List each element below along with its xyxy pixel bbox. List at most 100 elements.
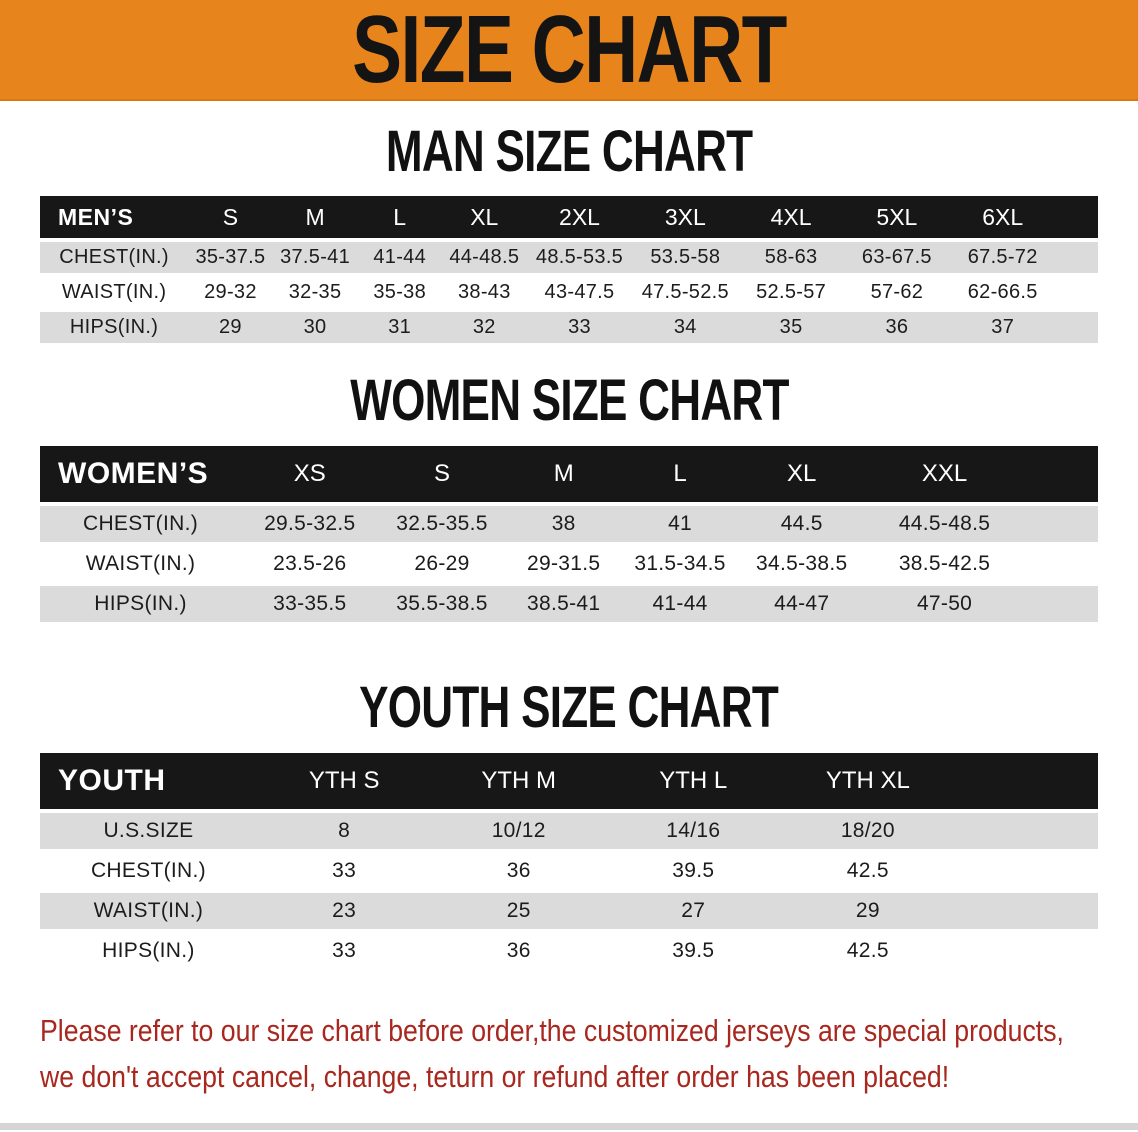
value-cell: 41-44 [357, 242, 442, 273]
value-cell: 35 [738, 312, 844, 343]
value-cell: 29-32 [188, 277, 273, 308]
value-cell: 32-35 [272, 277, 358, 308]
row-label-cell: HIPS(IN.) [40, 312, 189, 343]
row-filler-cell [1055, 242, 1098, 273]
value-cell: 30 [272, 312, 358, 343]
value-cell: 52.5-57 [738, 277, 844, 308]
table-row: WAIST(IN.) 23 25 27 29 [40, 893, 1098, 929]
size-column-header: XL [738, 446, 866, 502]
value-cell: 38-43 [441, 277, 527, 308]
disclaimer-line-2: we don't accept cancel, change, teturn o… [40, 1059, 950, 1094]
table-row: HIPS(IN.) 33-35.5 35.5-38.5 38.5-41 41-44 44-… [40, 586, 1098, 622]
row-filler-cell [1023, 546, 1098, 582]
value-cell: 10/12 [431, 813, 606, 849]
row-filler-cell [1055, 277, 1098, 308]
size-column-header: S [188, 196, 273, 238]
value-cell: 33 [256, 853, 432, 889]
banner-title: SIZE CHART [352, 0, 787, 103]
row-filler-cell [955, 813, 1098, 849]
value-cell: 18/20 [780, 813, 956, 849]
value-cell: 32 [441, 312, 527, 343]
value-cell: 25 [431, 893, 606, 929]
value-cell: 37.5-41 [272, 242, 358, 273]
value-cell: 32.5-35.5 [378, 506, 506, 542]
size-table-header-row: YOUTH YTH S YTH M YTH L YTH XL [40, 753, 1098, 809]
value-cell: 34 [632, 312, 739, 343]
row-filler-cell [1055, 312, 1098, 343]
women-size-table: WOMEN’S XS S M L XL XXL CHEST(IN.) 29.5-32.5 32.5… [40, 442, 1098, 626]
size-column-header: L [357, 196, 442, 238]
value-cell: 29 [188, 312, 273, 343]
size-column-header: 4XL [738, 196, 844, 238]
size-column-header: XXL [865, 446, 1024, 502]
row-label-cell: HIPS(IN.) [40, 933, 257, 969]
size-column-header: 2XL [526, 196, 633, 238]
header-filler-cell [955, 753, 1098, 809]
value-cell: 44-48.5 [441, 242, 527, 273]
row-filler-cell [955, 853, 1098, 889]
men-size-table: MEN’S S M L XL 2XL 3XL 4XL 5XL 6XL CHEST(IN.) 35-37… [40, 192, 1098, 347]
table-row: HIPS(IN.) 29 30 31 32 33 34 35 36 37 [40, 312, 1098, 343]
size-column-header: L [621, 446, 739, 502]
value-cell: 38.5-42.5 [865, 546, 1024, 582]
disclaimer-line-1: Please refer to our size chart before or… [40, 1013, 1064, 1048]
youth-size-chart-section: YOUTH SIZE CHART YOUTH YTH S YTH M YTH L YTH… [0, 679, 1138, 973]
value-cell: 44-47 [738, 586, 866, 622]
size-column-header: 6XL [949, 196, 1056, 238]
youth-size-chart-heading: YOUTH SIZE CHART [359, 675, 780, 740]
size-column-header: YTH S [256, 753, 432, 809]
value-cell: 23.5-26 [241, 546, 379, 582]
table-header-label: YOUTH [40, 753, 257, 809]
row-label-cell: CHEST(IN.) [40, 506, 242, 542]
size-column-header: M [272, 196, 358, 238]
value-cell: 62-66.5 [949, 277, 1056, 308]
value-cell: 29-31.5 [505, 546, 622, 582]
row-filler-cell [955, 933, 1098, 969]
value-cell: 44.5 [738, 506, 866, 542]
women-size-chart-heading: WOMEN SIZE CHART [349, 368, 789, 433]
table-row: CHEST(IN.) 35-37.5 37.5-41 41-44 44-48.5 48.5… [40, 242, 1098, 273]
value-cell: 29.5-32.5 [241, 506, 379, 542]
man-size-chart-heading: MAN SIZE CHART [385, 119, 753, 184]
size-column-header: 3XL [632, 196, 739, 238]
row-label-cell: CHEST(IN.) [40, 853, 257, 889]
women-size-chart-section: WOMEN SIZE CHART WOMEN’S XS S M L XL XXL CHEST(… [0, 372, 1138, 626]
value-cell: 14/16 [606, 813, 781, 849]
value-cell: 42.5 [780, 853, 956, 889]
value-cell: 57-62 [844, 277, 950, 308]
value-cell: 35.5-38.5 [378, 586, 506, 622]
value-cell: 33-35.5 [241, 586, 379, 622]
value-cell: 36 [844, 312, 950, 343]
banner: SIZE CHART [0, 0, 1138, 101]
size-chart-sections: MAN SIZE CHART MEN’S S M L XL 2XL 3XL 4XL 5XL 6XL… [0, 123, 1138, 973]
table-header-label: MEN’S [40, 196, 189, 238]
row-label-cell: WAIST(IN.) [40, 546, 242, 582]
size-table-header-row: MEN’S S M L XL 2XL 3XL 4XL 5XL 6XL [40, 196, 1098, 238]
value-cell: 29 [780, 893, 956, 929]
value-cell: 33 [256, 933, 432, 969]
row-filler-cell [1023, 586, 1098, 622]
value-cell: 67.5-72 [949, 242, 1056, 273]
row-filler-cell [955, 893, 1098, 929]
value-cell: 31 [357, 312, 442, 343]
size-column-header: YTH M [431, 753, 606, 809]
man-size-chart-section: MAN SIZE CHART MEN’S S M L XL 2XL 3XL 4XL 5XL 6XL… [0, 123, 1138, 347]
size-column-header: XL [441, 196, 527, 238]
value-cell: 41-44 [621, 586, 739, 622]
size-table-header-row: WOMEN’S XS S M L XL XXL [40, 446, 1098, 502]
value-cell: 33 [526, 312, 633, 343]
value-cell: 38 [505, 506, 622, 542]
value-cell: 47.5-52.5 [632, 277, 739, 308]
value-cell: 35-38 [357, 277, 442, 308]
youth-size-table: YOUTH YTH S YTH M YTH L YTH XL U.S.SIZE 8 10/12… [40, 749, 1098, 973]
value-cell: 37 [949, 312, 1056, 343]
table-row: WAIST(IN.) 29-32 32-35 35-38 38-43 43-47.5 47.… [40, 277, 1098, 308]
value-cell: 39.5 [606, 853, 781, 889]
size-column-header: YTH L [606, 753, 781, 809]
table-row: HIPS(IN.) 33 36 39.5 42.5 [40, 933, 1098, 969]
value-cell: 47-50 [865, 586, 1024, 622]
value-cell: 36 [431, 933, 606, 969]
value-cell: 23 [256, 893, 432, 929]
value-cell: 39.5 [606, 933, 781, 969]
